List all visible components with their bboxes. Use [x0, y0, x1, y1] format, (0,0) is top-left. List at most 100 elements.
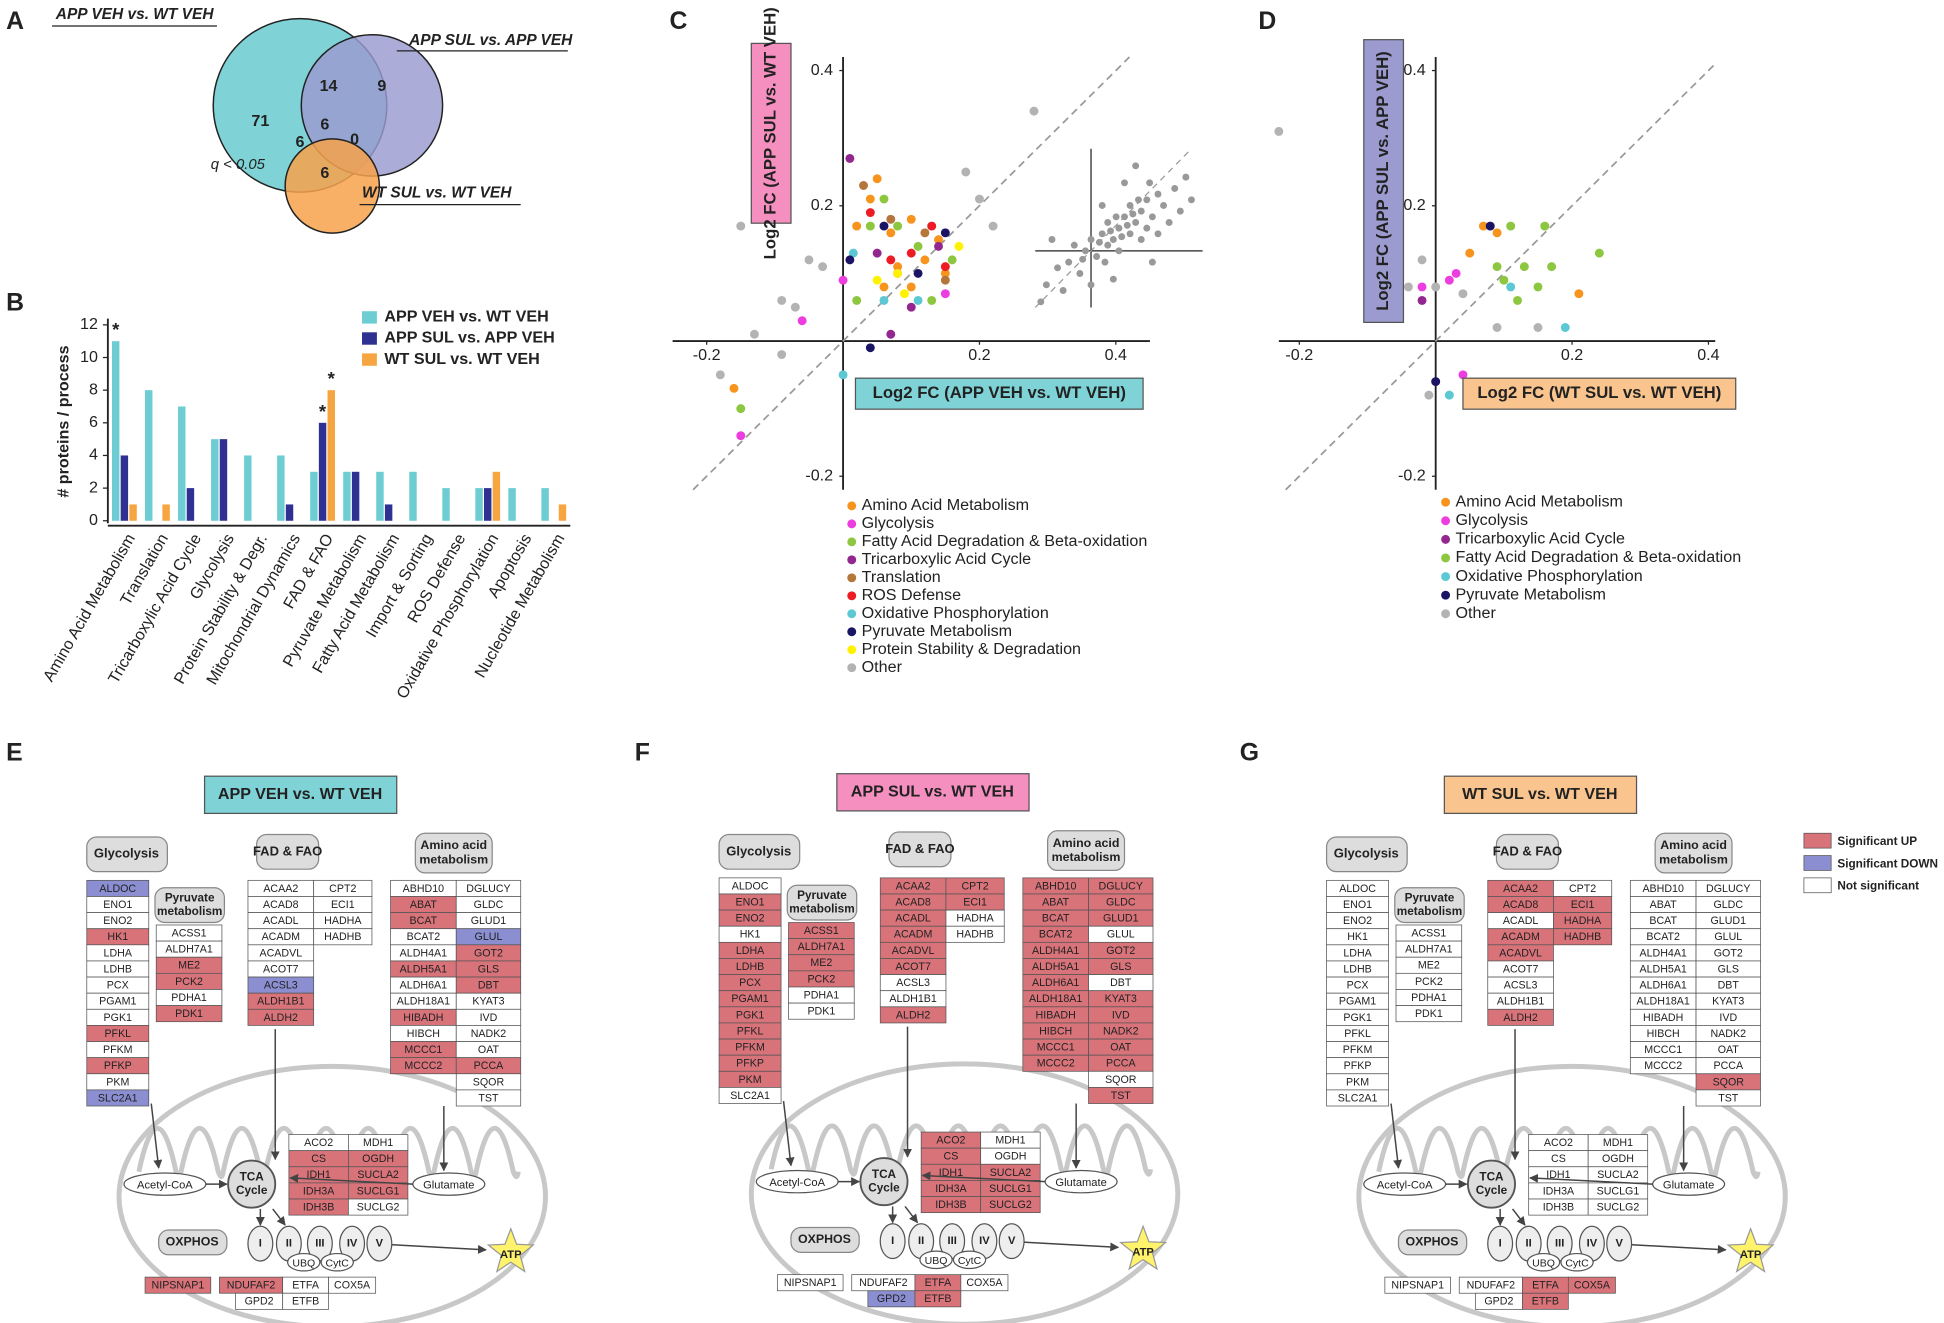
group-header: [786, 884, 858, 921]
group-header: [1394, 887, 1465, 924]
gene-label: IDH3B: [935, 1199, 966, 1211]
point: [845, 153, 855, 163]
bar: [285, 504, 294, 521]
group-header: [86, 836, 168, 873]
gene-label: BCAT2: [407, 931, 441, 943]
gene-label: SUCLA2: [1597, 1169, 1639, 1181]
gene-label: IDH1: [306, 1169, 330, 1181]
gene-label: ALDH6A1: [400, 980, 447, 992]
gene-label: DBT: [478, 980, 500, 992]
gene-label: NDUFAF2: [859, 1277, 908, 1289]
bar: [442, 488, 450, 521]
gene-label: HK1: [740, 929, 761, 941]
gene-label: NIPSNAP1: [784, 1277, 837, 1289]
group-header: [1047, 830, 1126, 872]
group-header: [1495, 833, 1560, 870]
x-axis-label: Log2 FC (APP VEH vs. WT VEH): [873, 383, 1126, 402]
panel-label: F: [635, 739, 650, 766]
gene-label: LDHA: [1343, 947, 1372, 959]
set-label: WT SUL vs. WT VEH: [362, 185, 512, 202]
point: [872, 275, 882, 285]
point: [879, 194, 889, 204]
legend-marker: [847, 645, 857, 655]
gene-label: ABAT: [1042, 896, 1070, 908]
x-tick-label: 0.2: [1561, 346, 1583, 364]
tca-cycle: [859, 1157, 909, 1207]
arrow: [782, 1100, 795, 1167]
point: [1417, 295, 1427, 305]
header-label: FAD & FAO: [253, 843, 322, 858]
header-label: Glycolysis: [94, 846, 159, 861]
gene-label: MCCC2: [404, 1060, 442, 1072]
gene-label: PKM: [1346, 1076, 1369, 1088]
point: [1492, 262, 1502, 272]
panel-title: APP SUL vs. WT VEH: [851, 783, 1014, 801]
gene-label: PGAM1: [99, 996, 136, 1008]
gene-label: PGK1: [736, 1009, 765, 1021]
carrier: [952, 1250, 987, 1270]
gene-label: OGDH: [362, 1153, 394, 1165]
inset-point: [1115, 247, 1123, 255]
y-tick-label: 2: [89, 478, 98, 496]
gene-label: ACAD8: [1503, 899, 1539, 911]
gene-label: OGDH: [994, 1151, 1026, 1163]
gene-label: ALDH6A1: [1639, 980, 1686, 992]
gene-label: PCK2: [807, 973, 835, 985]
complex-label: III: [1555, 1238, 1564, 1250]
legend-label: Glycolysis: [862, 514, 935, 532]
point: [1444, 275, 1454, 285]
header-label: TCA Cycle: [236, 1171, 268, 1198]
gene-label: ECI1: [331, 899, 355, 911]
bar: [186, 488, 195, 521]
bar: [541, 488, 549, 521]
carrier: [320, 1252, 354, 1272]
identity-line: [692, 56, 1131, 491]
gene-cell: [718, 1087, 782, 1104]
inset-point: [1121, 213, 1128, 221]
carrier: [287, 1252, 321, 1272]
gene-label: MCCC2: [1037, 1058, 1075, 1070]
gene-label: HADHB: [1564, 931, 1601, 943]
gene-label: IDH1: [1546, 1169, 1570, 1181]
point: [1431, 282, 1441, 292]
legend-label: Fatty Acid Degradation & Beta-oxidation: [1456, 548, 1742, 566]
point: [865, 343, 875, 353]
gene-label: PDHA1: [1411, 992, 1447, 1004]
region-count: 6: [296, 133, 305, 151]
point: [838, 275, 848, 285]
y-tick-label: 0.4: [1403, 61, 1425, 79]
inset-point: [1129, 210, 1137, 218]
gene-label: SUCLG1: [989, 1183, 1032, 1195]
point: [879, 282, 889, 292]
arrow: [272, 1208, 286, 1226]
gene-label: PCX: [739, 977, 761, 989]
y-tick-label: -0.2: [805, 466, 833, 484]
inset-point: [1112, 213, 1120, 221]
gene-label: PCK2: [1415, 976, 1443, 988]
gene-label: ACADM: [894, 929, 932, 941]
gene-cell: [1587, 1198, 1649, 1216]
header-label: TCA Cycle: [868, 1168, 900, 1195]
region-count: 0: [350, 130, 359, 148]
inset-point: [1143, 196, 1151, 204]
gene-label: PFKL: [104, 1028, 131, 1040]
mitochondrion: [116, 1063, 548, 1323]
gene-label: DBT: [1110, 977, 1132, 989]
arrow: [150, 1103, 163, 1169]
gene-label: MDH1: [995, 1135, 1025, 1147]
legend-swatch: [1803, 877, 1832, 894]
complex-label: I: [259, 1238, 262, 1250]
gene-label: CPT2: [329, 883, 356, 895]
x-axis-label: Log2 FC (WT SUL vs. WT VEH): [1477, 383, 1721, 402]
region-count: 9: [377, 77, 386, 95]
point: [1029, 106, 1039, 116]
complex-label: IV: [1587, 1238, 1598, 1250]
gene-label: HK1: [1347, 931, 1368, 943]
gene-label: ABHD10: [1642, 883, 1684, 895]
gene-label: ETFA: [292, 1280, 320, 1292]
x-tick-label: 0.4: [1697, 346, 1719, 364]
complex-label: IV: [979, 1235, 990, 1247]
complex-label: V: [1615, 1238, 1623, 1250]
point: [934, 235, 943, 245]
complex: [1487, 1225, 1514, 1262]
